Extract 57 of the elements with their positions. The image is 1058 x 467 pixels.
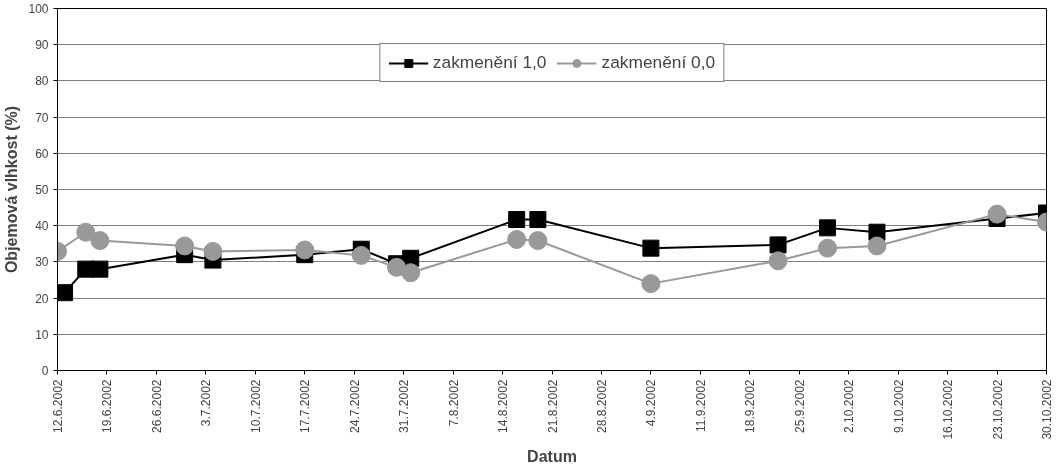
y-tick-label: 50 xyxy=(35,183,49,197)
x-tick-label: 31.7.2002 xyxy=(397,379,412,433)
y-tick-label: 80 xyxy=(35,74,49,89)
x-tick-label: 14.8.2002 xyxy=(496,379,511,433)
point xyxy=(508,211,526,229)
x-tick-label: 10.7.2002 xyxy=(248,379,263,433)
x-tick-label: 16.10.2002 xyxy=(941,379,956,440)
point xyxy=(175,236,195,256)
y-tick-label: 70 xyxy=(35,110,49,125)
point xyxy=(641,274,661,294)
y-tick-label: 60 xyxy=(35,146,49,161)
y-tick-label: 40 xyxy=(35,219,49,234)
legend-label: zakmenění 0,0 xyxy=(601,52,716,73)
point xyxy=(818,238,838,258)
x-tick-label: 3.7.2002 xyxy=(199,379,214,427)
x-tick-label: 21.8.2002 xyxy=(545,379,560,433)
point xyxy=(987,204,1007,224)
y-tick-label: 100 xyxy=(28,2,49,16)
point xyxy=(642,239,660,257)
x-tick-label: 25.9.2002 xyxy=(792,379,807,433)
point xyxy=(351,245,371,265)
y-tick-label: 90 xyxy=(35,38,49,53)
y-tick-label: 0 xyxy=(41,364,49,378)
x-tick-label: 4.9.2002 xyxy=(644,379,659,427)
x-tick-label: 28.8.2002 xyxy=(594,379,609,433)
x-tick-label: 7.8.2002 xyxy=(446,379,461,427)
point xyxy=(819,219,837,237)
point xyxy=(401,263,421,283)
x-tick-label: 30.10.2002 xyxy=(1040,379,1054,440)
point xyxy=(90,231,110,251)
point xyxy=(203,241,223,261)
x-tick-label: 24.7.2002 xyxy=(347,379,362,433)
point xyxy=(295,240,315,260)
x-tick-label: 9.10.2002 xyxy=(891,379,906,433)
point xyxy=(91,260,109,278)
y-axis-title: Objemová vlhkost (%) xyxy=(3,105,21,274)
point xyxy=(507,229,527,249)
legend-label: zakmenění 1,0 xyxy=(432,52,547,73)
y-tick-label: 20 xyxy=(35,291,49,306)
point xyxy=(529,211,547,229)
y-tick-label: 30 xyxy=(35,255,49,270)
x-axis-title: Datum xyxy=(527,447,577,465)
x-tick-label: 26.6.2002 xyxy=(149,379,164,433)
x-tick-label: 17.7.2002 xyxy=(298,379,313,433)
point xyxy=(768,251,788,271)
point xyxy=(769,236,787,254)
point xyxy=(57,284,74,302)
point xyxy=(528,231,548,251)
y-tick-label: 10 xyxy=(35,327,49,342)
point xyxy=(867,236,887,256)
x-tick-label: 11.9.2002 xyxy=(693,379,708,432)
x-tick-label: 23.10.2002 xyxy=(990,379,1005,440)
x-tick-label: 18.9.2002 xyxy=(743,379,758,433)
x-tick-label: 12.6.2002 xyxy=(51,379,65,433)
point xyxy=(76,222,96,242)
x-tick-label: 19.6.2002 xyxy=(100,379,115,433)
x-tick-label: 2.10.2002 xyxy=(842,379,857,433)
